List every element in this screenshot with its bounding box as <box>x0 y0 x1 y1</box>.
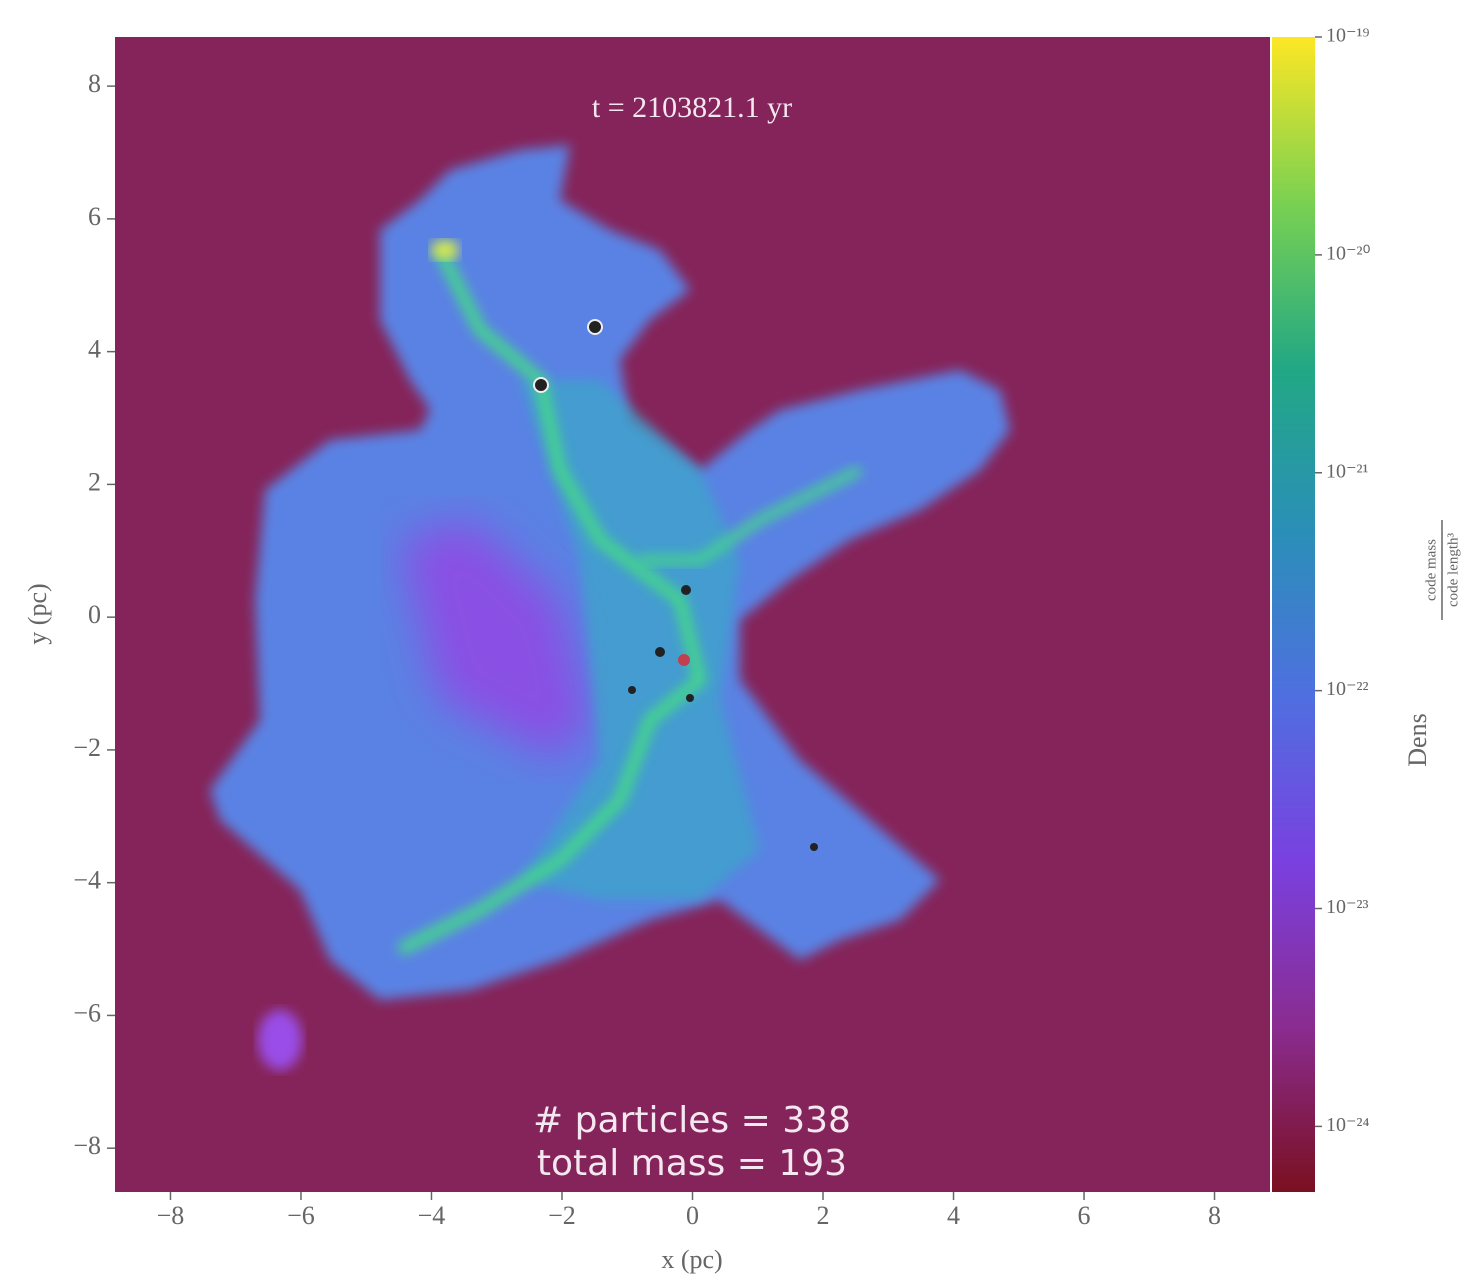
y-axis-label: y (pc) <box>23 583 52 644</box>
x-tick-label: 0 <box>686 1201 699 1230</box>
cloud-fragment <box>258 1010 302 1070</box>
x-tick-label: −4 <box>418 1201 446 1230</box>
y-tick-label: 6 <box>88 202 101 231</box>
y-tick-label: −6 <box>73 998 101 1027</box>
annotation: # particles = 338 <box>533 1100 851 1141</box>
colorbar-tick-label: 10⁻²³ <box>1326 896 1369 918</box>
colorbar-tick-label: 10⁻¹⁹ <box>1326 25 1370 47</box>
y-tick-label: 8 <box>88 69 101 98</box>
sink-particle <box>810 843 818 851</box>
sink-particle <box>628 686 636 694</box>
chart-title: t = 2103821.1 yr <box>592 91 792 124</box>
y-tick-label: 0 <box>88 600 101 629</box>
sink-particle <box>534 378 548 392</box>
colorbar-tick-label: 10⁻²¹ <box>1326 460 1369 482</box>
colorbar <box>1272 37 1315 1192</box>
dense-core <box>431 240 459 260</box>
annotation: total mass = 193 <box>537 1143 847 1184</box>
y-tick-label: −4 <box>73 866 101 895</box>
colorbar-label: Dens <box>1403 713 1432 766</box>
x-tick-label: 8 <box>1208 1201 1221 1230</box>
colorbar-tick-label: 10⁻²⁴ <box>1326 1114 1370 1136</box>
x-tick-label: −2 <box>548 1201 576 1230</box>
sink-particle <box>655 647 665 657</box>
colorbar-tick-label: 10⁻²² <box>1326 678 1369 700</box>
figure: t = 2103821.1 yr # particles = 338 total… <box>0 0 1468 1281</box>
y-tick-label: −2 <box>73 733 101 762</box>
x-tick-label: 4 <box>947 1201 960 1230</box>
y-tick-label: 4 <box>88 335 101 364</box>
colorbar-tick-label: 10⁻²⁰ <box>1326 242 1371 264</box>
sink-particle <box>681 585 691 595</box>
x-tick-label: 6 <box>1078 1201 1091 1230</box>
x-axis-label: x (pc) <box>661 1245 722 1274</box>
sink-particle <box>588 320 602 334</box>
colorbar-unit: code mass <box>1423 539 1439 601</box>
x-tick-label: −6 <box>287 1201 315 1230</box>
colorbar-unit: code length³ <box>1445 532 1461 607</box>
x-tick-label: −8 <box>157 1201 185 1230</box>
y-tick-label: −8 <box>73 1131 101 1160</box>
x-tick-label: 2 <box>817 1201 830 1230</box>
sink-particle <box>686 694 694 702</box>
sink-particle <box>678 654 690 666</box>
y-tick-label: 2 <box>88 467 101 496</box>
